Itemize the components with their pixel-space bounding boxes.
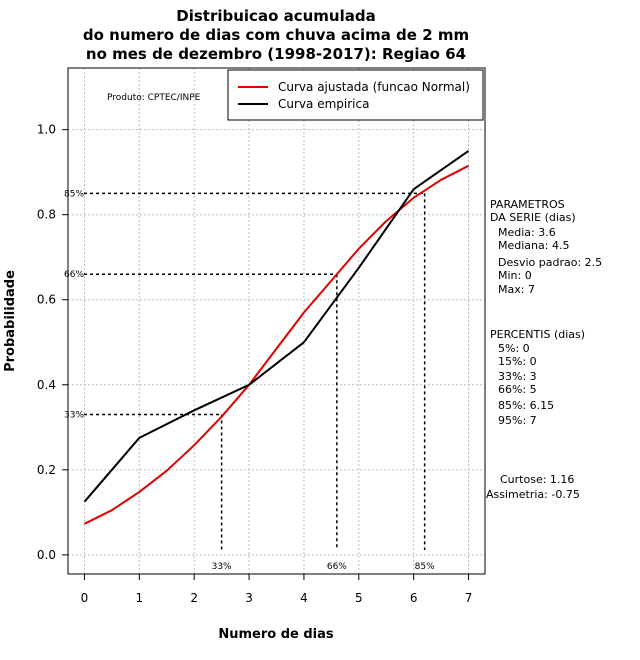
percentile-guides: 33% 33% 66% 66% 85% 85% — [64, 189, 435, 572]
legend-label-fitted: Curva ajustada (funcao Normal) — [278, 80, 470, 94]
percentis-title: PERCENTIS (dias) — [490, 328, 585, 341]
legend-box — [227, 69, 484, 121]
percentile-label-left: 66% — [64, 270, 84, 280]
param-media: Media: 3.6 — [498, 226, 556, 239]
params-title-1: PARAMETROS — [490, 198, 565, 211]
x-tick-label: 2 — [190, 591, 198, 605]
chart-title-line-2: do numero de dias com chuva acima de 2 m… — [83, 26, 469, 44]
param-mediana: Mediana: 4.5 — [498, 239, 569, 252]
percentil-33: 33%: 3 — [498, 370, 537, 383]
side-panel: PARAMETROS DA SERIE (dias) Media: 3.6 Me… — [486, 198, 602, 501]
y-axis-label: Probabilidade — [3, 270, 18, 372]
legend-label-empirical: Curva empirica — [278, 97, 369, 111]
x-tick-label: 0 — [81, 591, 89, 605]
param-desvio: Desvio padrao: 2.5 — [498, 256, 602, 269]
percentil-15: 15%: 0 — [498, 355, 537, 368]
curtose-value: Curtose: 1.16 — [500, 473, 574, 486]
percentile-label-bottom: 66% — [327, 562, 347, 572]
params-title-2: DA SERIE (dias) — [490, 211, 576, 224]
chart-title-line-3: no mes de dezembro (1998-2017): Regiao 6… — [86, 45, 466, 63]
percentil-5: 5%: 0 — [498, 342, 530, 355]
grid — [68, 68, 485, 574]
percentil-85: 85%: 6.15 — [498, 399, 554, 412]
param-max: Max: 7 — [498, 283, 535, 296]
assimetria-value: Assimetria: -0.75 — [486, 488, 580, 501]
empirical-curve — [83, 150, 470, 503]
x-tick-label: 6 — [410, 591, 418, 605]
percentile-label-bottom: 85% — [415, 562, 435, 572]
x-tick-label: 1 — [136, 591, 144, 605]
chart-title-line-1: Distribuicao acumulada — [176, 7, 375, 25]
x-axis: 0 1 2 3 4 5 6 7 — [81, 574, 473, 605]
x-tick-label: 5 — [355, 591, 363, 605]
percentil-66: 66%: 5 — [498, 383, 537, 396]
y-tick-label: 0.0 — [37, 548, 56, 562]
percentile-label-left: 33% — [64, 411, 84, 421]
percentile-label-left: 85% — [64, 189, 84, 199]
product-annotation: Produto: CPTEC/INPE — [107, 93, 201, 103]
y-tick-label: 0.2 — [37, 463, 56, 477]
percentil-95: 95%: 7 — [498, 414, 537, 427]
y-tick-label: 0.6 — [37, 293, 56, 307]
percentile-label-bottom: 33% — [212, 562, 232, 572]
series-group — [83, 150, 470, 525]
x-tick-label: 3 — [245, 591, 253, 605]
x-axis-label: Numero de dias — [218, 627, 334, 642]
y-tick-label: 0.4 — [37, 378, 56, 392]
y-axis: 0.0 0.2 0.4 0.6 0.8 1.0 — [37, 123, 68, 562]
plot-frame — [67, 67, 486, 575]
y-tick-label: 0.8 — [37, 208, 56, 222]
legend: Curva ajustada (funcao Normal) Curva emp… — [227, 69, 484, 121]
fitted-normal-curve — [84, 164, 469, 525]
param-min: Min: 0 — [498, 269, 532, 282]
y-tick-label: 1.0 — [37, 123, 56, 137]
x-tick-label: 7 — [465, 591, 473, 605]
x-tick-label: 4 — [300, 591, 308, 605]
